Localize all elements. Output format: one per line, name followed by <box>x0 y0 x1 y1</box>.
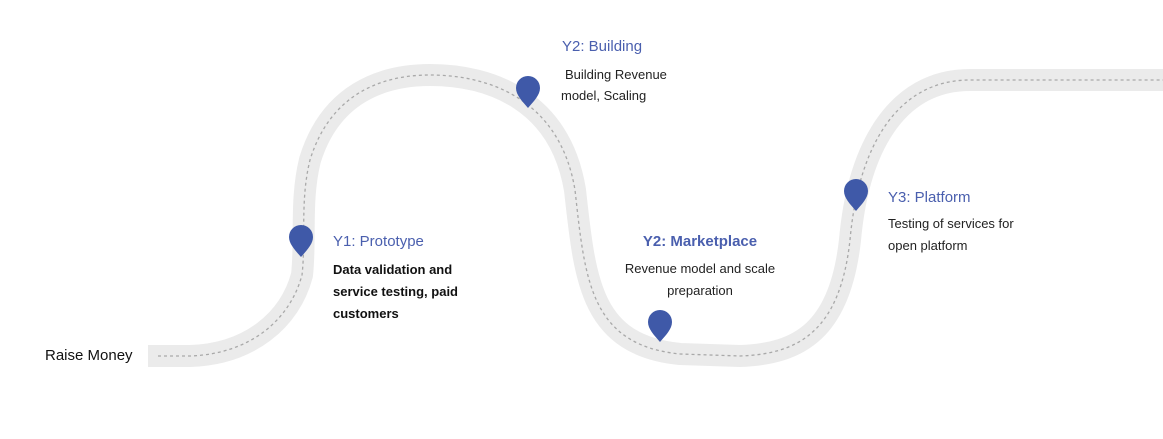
milestone-y1-line-2: service testing, paid <box>333 284 458 299</box>
milestone-y2-marketplace-description: Revenue model and scale preparation <box>590 258 810 302</box>
map-pin-icon <box>844 179 868 211</box>
map-pin-icon <box>289 225 313 257</box>
milestone-y3-title: Y3: Platform <box>888 189 971 206</box>
milestone-y2-building-line-1: Building Revenue <box>565 67 667 82</box>
milestone-y2-marketplace-title: Y2: Marketplace <box>642 233 758 250</box>
milestone-y2-marketplace-line-1: Revenue model and scale <box>624 261 776 276</box>
start-label: Raise Money <box>45 347 133 364</box>
milestone-y3-description: Testing of services for open platform <box>888 213 1088 257</box>
milestone-y2-building-description: Building Revenue model, Scaling <box>561 64 741 106</box>
milestone-y1-line-1: Data validation and <box>333 262 453 277</box>
milestone-y2-building-title: Y2: Building <box>562 38 643 55</box>
milestone-y3-line-2: open platform <box>888 238 968 253</box>
map-pin-icon <box>648 310 672 342</box>
milestone-y1-description: Data validation and service testing, pai… <box>333 259 533 325</box>
milestone-y1-title: Y1: Prototype <box>333 233 424 250</box>
milestone-y3-line-1: Testing of services for <box>888 216 1014 231</box>
milestone-y2-building-line-2: model, Scaling <box>561 88 647 103</box>
milestone-y1-line-3: customers <box>333 306 399 321</box>
map-pin-icon <box>516 76 540 108</box>
milestone-y2-marketplace-line-2: preparation <box>667 283 733 298</box>
